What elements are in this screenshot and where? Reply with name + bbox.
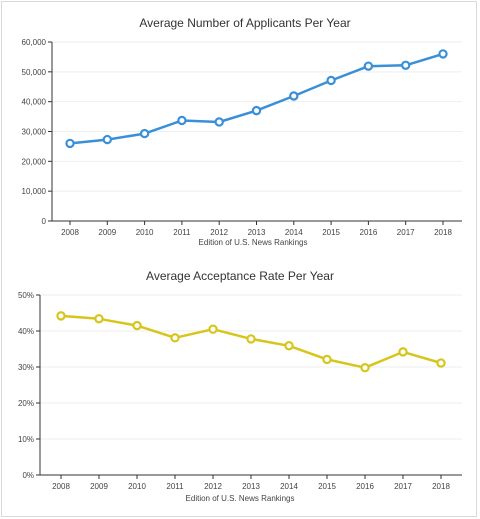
data-point: [322, 354, 332, 365]
x-axis-label: Edition of U.S. News Rankings: [186, 494, 295, 503]
x-tick-label: 2014: [285, 228, 303, 237]
x-tick-label: 2013: [248, 228, 266, 237]
data-point: [401, 60, 411, 70]
x-tick-label: 2018: [432, 482, 450, 491]
data-point: [56, 311, 66, 321]
data-point: [363, 61, 374, 71]
data-points: [56, 311, 446, 373]
x-tick-label: 2011: [173, 228, 191, 237]
series-line: [69, 52, 444, 145]
data-points: [65, 49, 448, 149]
data-point: [398, 347, 408, 357]
data-point: [132, 320, 142, 331]
chart-title: Average Number of Applicants Per Year: [139, 16, 350, 30]
data-point: [436, 358, 446, 368]
y-tick-label: 0%: [22, 471, 34, 480]
x-tick-label: 2008: [61, 228, 79, 237]
y-tick-label: 50%: [18, 291, 34, 300]
data-point: [214, 117, 224, 127]
y-tick-label: 10%: [18, 435, 34, 444]
x-tick-label: 2010: [136, 228, 154, 237]
grid-lines: [52, 41, 462, 192]
data-point: [251, 105, 262, 116]
y-tick-label: 30%: [18, 363, 34, 372]
x-tick-label: 2018: [434, 228, 452, 237]
data-point: [326, 75, 336, 86]
y-tick-label: 50,000: [22, 68, 47, 77]
data-point: [208, 324, 218, 334]
data-point: [139, 128, 150, 139]
chart-acceptance-rate: Average Acceptance Rate Per Year 0% 10% 20…: [18, 269, 462, 503]
data-point: [360, 363, 370, 373]
y-tick-label: 10,000: [22, 187, 47, 196]
x-tick-label: 2017: [397, 228, 415, 237]
x-tick-label: 2012: [210, 228, 228, 237]
x-axis-label: Edition of U.S. News Rankings: [199, 238, 308, 247]
x-tick-label: 2015: [322, 228, 340, 237]
y-tick-label: 0: [42, 217, 47, 226]
data-point: [289, 91, 299, 101]
x-tick-label: 2016: [360, 228, 378, 237]
chart-title: Average Acceptance Rate Per Year: [146, 269, 334, 283]
y-tick-label: 20%: [18, 399, 34, 408]
y-tick-label: 40%: [18, 327, 34, 336]
data-point: [177, 115, 187, 126]
data-point: [170, 333, 180, 343]
x-tick-label: 2009: [98, 228, 116, 237]
data-point: [102, 134, 113, 145]
data-point: [284, 341, 294, 351]
x-tick-label: 2012: [204, 482, 222, 491]
y-tick-label: 20,000: [22, 157, 47, 166]
data-point: [65, 138, 75, 149]
y-tick-label: 40,000: [22, 98, 47, 107]
y-tick-label: 60,000: [22, 38, 47, 47]
x-tick-label: 2013: [242, 482, 260, 491]
data-point: [438, 49, 448, 59]
x-tick-label: 2015: [318, 482, 336, 491]
x-tick-labels: 2008 2009 2010 2011 2012 2013 2014 2015 2016 2017…: [52, 475, 450, 491]
x-tick-label: 2008: [52, 482, 70, 491]
chart-applicants: Average Number of Applicants Per Year 0 1…: [22, 16, 462, 247]
x-tick-labels: 2008 2009 2010 2011 2012 2013 2014 2015 2016 2017…: [61, 221, 452, 237]
x-tick-label: 2016: [356, 482, 374, 491]
data-point: [246, 334, 256, 344]
x-tick-label: 2017: [394, 482, 412, 491]
data-point: [94, 314, 104, 324]
x-tick-label: 2010: [128, 482, 146, 491]
x-tick-label: 2014: [280, 482, 298, 491]
y-tick-labels: 0 10,000 20,000 30,000 40,000 50,000 60,000: [22, 38, 52, 226]
x-tick-label: 2009: [90, 482, 108, 491]
x-tick-label: 2011: [166, 482, 184, 491]
y-tick-labels: 0% 10% 20% 30% 40% 50%: [18, 291, 40, 480]
grid-lines: [40, 294, 462, 440]
y-tick-label: 30,000: [22, 128, 47, 137]
